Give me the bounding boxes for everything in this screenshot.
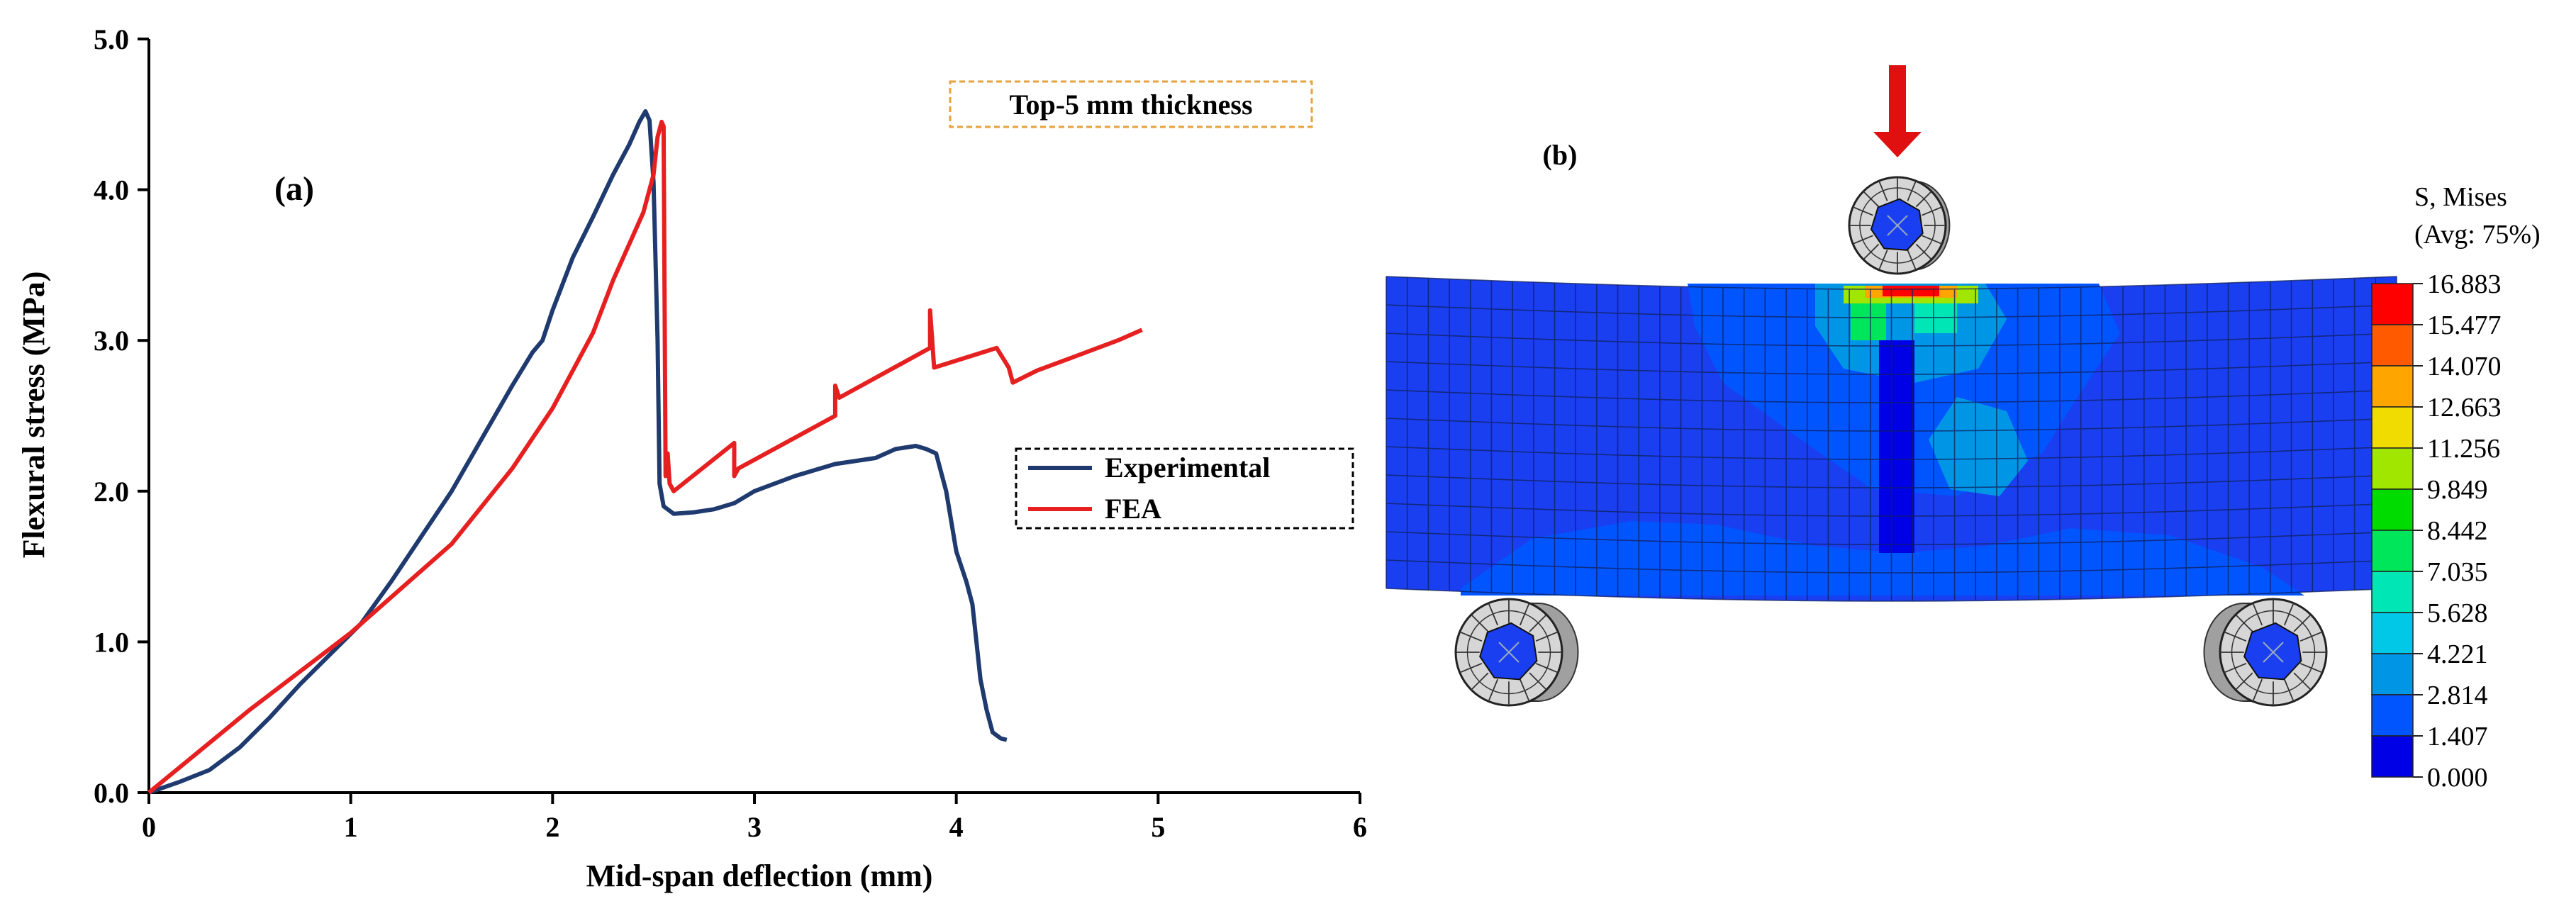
y-tick-label: 3.0 xyxy=(94,325,129,357)
legend-value: 16.883 xyxy=(2427,269,2502,299)
series-line-fea xyxy=(147,119,1143,794)
x-tick-label: 1 xyxy=(344,811,358,843)
legend-value: 1.407 xyxy=(2427,722,2488,751)
y-tick-label: 2.0 xyxy=(94,476,129,508)
annotation-text: Top-5 mm thickness xyxy=(1009,89,1252,121)
x-axis-label: Mid-span deflection (mm) xyxy=(586,859,933,893)
fea-panel-b: (b) S, Mises (Avg: 75%) 16.883 15.477 14.0… xyxy=(1385,65,2541,793)
legend-color-cell xyxy=(2371,365,2414,408)
legend-value: 14.070 xyxy=(2427,352,2502,381)
legend-value: 7.035 xyxy=(2427,557,2488,587)
legend-subtitle: (Avg: 75%) xyxy=(2414,220,2541,250)
x-tick-label: 2 xyxy=(545,811,559,843)
support-roller-left xyxy=(1454,598,1579,707)
y-tick-label: 4.0 xyxy=(94,174,129,206)
legend-color-cell xyxy=(2371,283,2414,325)
axis-ticks xyxy=(138,38,1361,804)
legend-color-cell xyxy=(2371,530,2414,572)
legend-color-cell xyxy=(2371,447,2414,490)
legend-color-cell xyxy=(2371,488,2414,531)
legend-value: 0.000 xyxy=(2427,763,2488,793)
panel-label-a: (a) xyxy=(274,170,314,208)
legend-value: 2.814 xyxy=(2427,681,2488,710)
legend-value: 9.849 xyxy=(2427,475,2488,505)
y-tick-label: 1.0 xyxy=(94,626,129,658)
x-tick-label: 4 xyxy=(949,811,964,843)
legend-color-cell xyxy=(2371,735,2414,778)
beam-contour xyxy=(1385,276,2397,602)
legend-color-cell xyxy=(2371,694,2414,737)
contour-zone xyxy=(1883,286,1939,296)
x-tick-label: 3 xyxy=(747,811,762,843)
legend-label-experimental: Experimental xyxy=(1105,452,1270,484)
x-tick-label: 5 xyxy=(1151,811,1165,843)
annotation-box: Top-5 mm thickness xyxy=(949,80,1313,128)
legend-value: 11.256 xyxy=(2427,434,2500,464)
legend-value: 8.442 xyxy=(2427,516,2488,546)
legend-color-cell xyxy=(2371,612,2414,654)
legend-value: 15.477 xyxy=(2427,311,2502,340)
legend: Experimental FEA xyxy=(1015,447,1354,530)
legend-color-cell xyxy=(2371,324,2414,367)
legend-color-cell xyxy=(2371,406,2414,449)
x-tick-label: 0 xyxy=(142,811,156,843)
stress-legend: S, Mises (Avg: 75%) 16.883 15.477 14.070 12… xyxy=(2371,182,2541,793)
legend-value-labels: 16.883 15.477 14.070 12.663 11.256 9.849 8.442… xyxy=(2413,269,2502,793)
legend-value: 12.663 xyxy=(2427,393,2502,423)
legend-color-bar xyxy=(2371,283,2414,778)
y-tick-label: 0.0 xyxy=(94,777,129,809)
legend-value: 5.628 xyxy=(2427,598,2488,628)
support-roller-right xyxy=(2203,598,2328,707)
tick-labels: 0 1 2 3 4 5 6 0.0 1.0 2.0 3.0 4.0 5.0 xyxy=(94,23,1367,843)
panel-label-b: (b) xyxy=(1543,139,1578,171)
legend-label-fea: FEA xyxy=(1105,493,1161,525)
rollers xyxy=(1454,176,2328,707)
chart-panel-a: 0 1 2 3 4 5 6 0.0 1.0 2.0 3.0 4.0 5.0 Mid-span defle… xyxy=(16,23,1367,893)
contour-zone xyxy=(1461,521,2304,596)
series-line-experimental xyxy=(148,109,1008,794)
load-roller xyxy=(1848,176,1951,275)
contour-zone xyxy=(1929,397,2028,496)
legend-value: 4.221 xyxy=(2427,639,2488,669)
load-arrow xyxy=(1873,65,1922,157)
beam-mesh xyxy=(1385,276,2397,602)
legend-title: S, Mises xyxy=(2414,182,2507,212)
y-tick-label: 5.0 xyxy=(94,23,129,55)
contour-zone xyxy=(1879,340,1914,553)
y-axis-label: Flexural stress (MPa) xyxy=(16,272,51,559)
series-layer xyxy=(147,109,1143,794)
legend-color-cell xyxy=(2371,653,2414,695)
x-tick-label: 6 xyxy=(1353,811,1367,843)
legend-color-cell xyxy=(2371,571,2414,613)
